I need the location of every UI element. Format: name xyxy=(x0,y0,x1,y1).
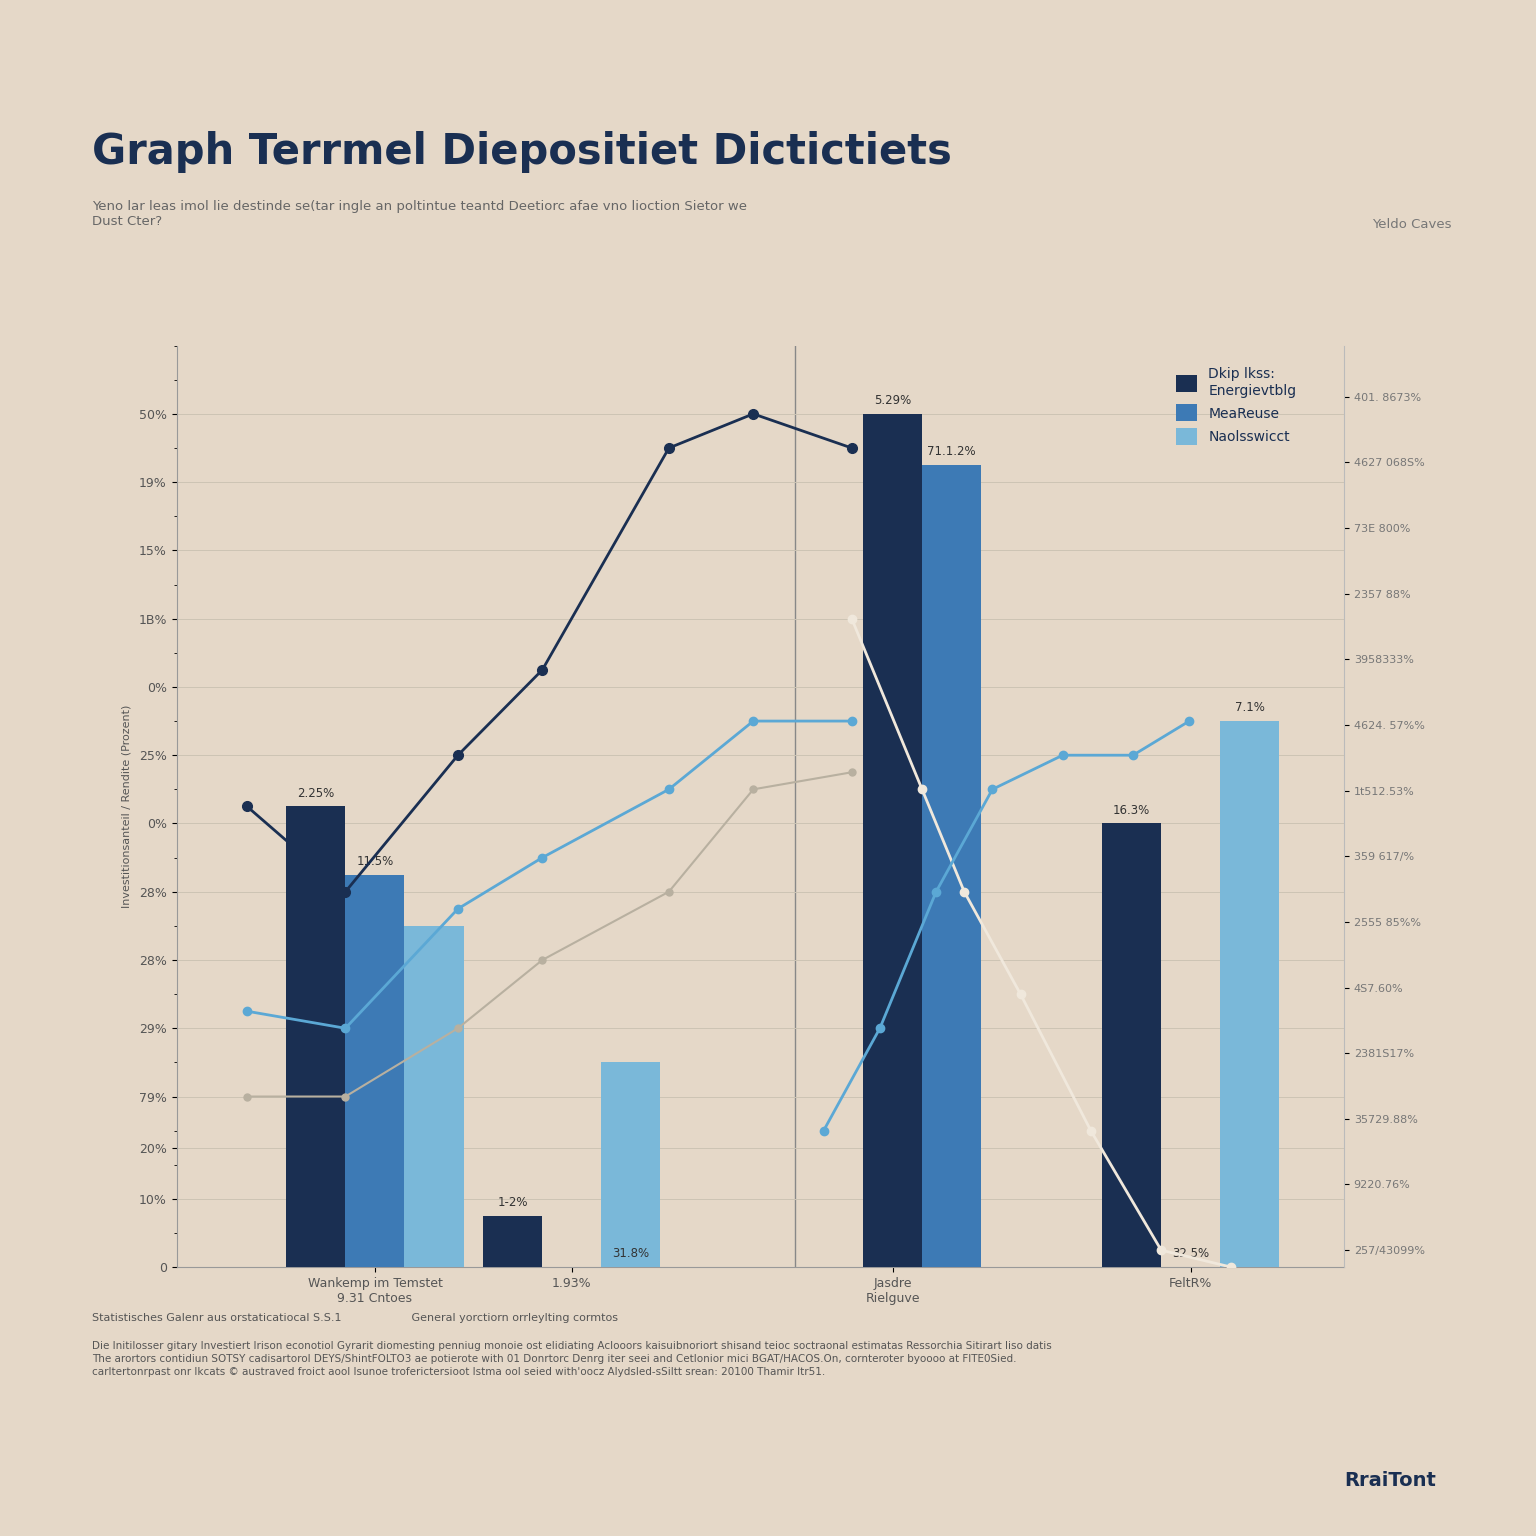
Bar xyxy=(484,1217,542,1267)
Text: 16.3%: 16.3% xyxy=(1114,803,1150,817)
Bar xyxy=(602,1063,660,1267)
Text: 7.1%: 7.1% xyxy=(1235,702,1264,714)
Text: 71.1.2%: 71.1.2% xyxy=(928,445,975,458)
Text: RraiTont: RraiTont xyxy=(1344,1471,1436,1490)
Bar xyxy=(1103,823,1161,1267)
Bar xyxy=(1220,720,1279,1267)
Bar xyxy=(346,874,404,1267)
Bar xyxy=(863,413,922,1267)
Text: 2.25%: 2.25% xyxy=(298,786,335,800)
Text: Yeldo Caves: Yeldo Caves xyxy=(1372,218,1452,230)
Bar xyxy=(922,465,982,1267)
Text: Graph Terrmel Diepositiet Dictictiets: Graph Terrmel Diepositiet Dictictiets xyxy=(92,131,952,172)
Bar xyxy=(404,926,464,1267)
Text: 11.5%: 11.5% xyxy=(356,856,393,868)
Text: 32.5%: 32.5% xyxy=(1172,1247,1209,1261)
Bar xyxy=(286,806,346,1267)
Y-axis label: Investitionsanteil / Rendite (Prozent): Investitionsanteil / Rendite (Prozent) xyxy=(121,705,132,908)
Text: Die Initilosser gitary Investiert Irison econotiol Gyrarit diomesting penniug mo: Die Initilosser gitary Investiert Irison… xyxy=(92,1341,1052,1378)
Text: Statistisches Galenr aus orstaticatiocal S.S.1                    General yorcti: Statistisches Galenr aus orstaticatiocal… xyxy=(92,1313,617,1324)
Text: 5.29%: 5.29% xyxy=(874,395,911,407)
Text: 1-2%: 1-2% xyxy=(498,1197,528,1209)
Legend: Dkip lkss:
Energievtblg, MeaReuse, Naolsswicct: Dkip lkss: Energievtblg, MeaReuse, Naols… xyxy=(1170,362,1303,452)
Text: 31.8%: 31.8% xyxy=(613,1247,650,1261)
Text: Yeno lar leas imol lie destinde se(tar ingle an poltintue teantd Deetiorc afae v: Yeno lar leas imol lie destinde se(tar i… xyxy=(92,200,746,227)
